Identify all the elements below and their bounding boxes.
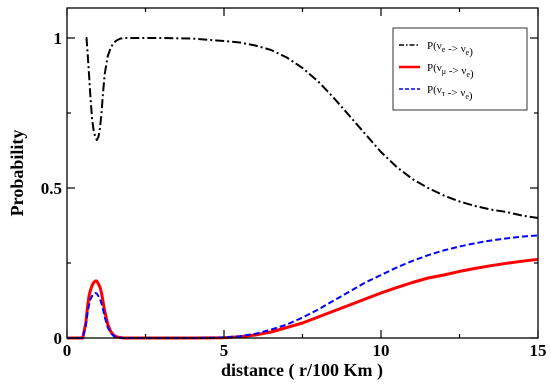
legend-entry-0: P(νe -> νe) [427, 40, 473, 58]
axis-ticks [66, 8, 539, 339]
legend-entry-1: P(νμ -> νe) [427, 62, 474, 80]
x-tick-label: 5 [220, 341, 229, 360]
tick-labels: 0 5 10 15 0 0.5 1 [41, 29, 547, 360]
series-line-0 [85, 37, 539, 219]
x-tick-label: 15 [530, 341, 547, 360]
y-tick-label: 0 [54, 329, 63, 348]
legend: P(νe -> νe) P(νμ -> νe) P(ντ -> νe) [392, 27, 528, 111]
legend-entry-2: P(ντ -> νe) [427, 84, 473, 102]
y-tick-label: 1 [54, 29, 63, 48]
x-tick-label: 10 [373, 341, 390, 360]
x-axis-label: distance ( r/100 Km ) [221, 360, 383, 381]
y-axis-label: Probability [7, 130, 27, 217]
legend-box [392, 27, 528, 111]
y-tick-label: 0.5 [41, 179, 62, 198]
x-tick-label: 0 [63, 341, 72, 360]
